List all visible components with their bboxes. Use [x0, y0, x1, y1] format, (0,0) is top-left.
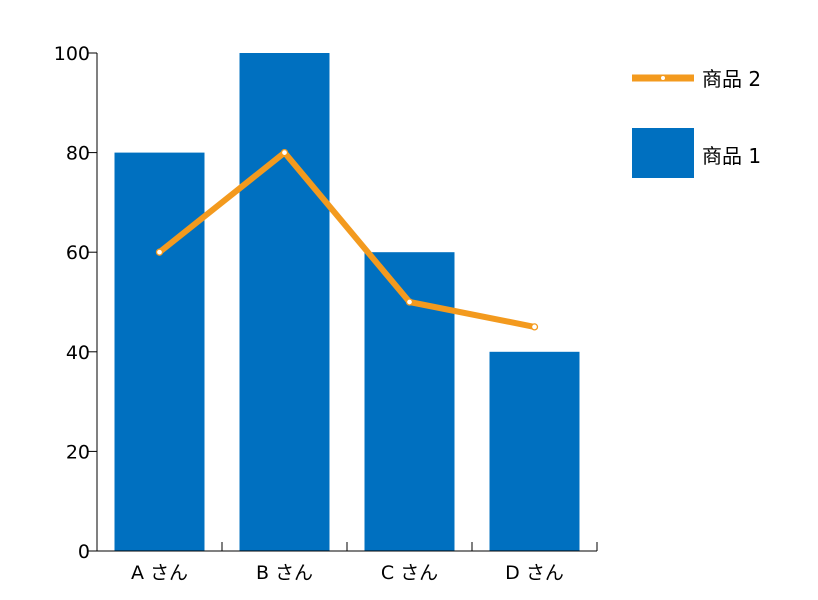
legend-item-line: 商品 2 — [632, 67, 761, 91]
series-line — [156, 149, 538, 330]
axes: 0 20 40 60 80 100 A さん B さん C さん D さん — [54, 43, 598, 584]
x-tick-label: D さん — [505, 562, 564, 584]
x-axis-ticks: A さん B さん C さん D さん — [131, 542, 598, 584]
x-tick-label: A さん — [131, 562, 188, 584]
x-tick-label: C さん — [381, 562, 438, 584]
legend-label-series-1: 商品 1 — [702, 144, 761, 168]
bar-2 — [239, 53, 330, 551]
y-tick-label: 0 — [78, 541, 90, 563]
line-point-2 — [280, 148, 289, 157]
y-tick-label: 40 — [66, 342, 90, 364]
legend-label-series-2: 商品 2 — [702, 67, 761, 91]
line-series — [155, 148, 539, 331]
bar-series — [114, 53, 580, 551]
line-point-3 — [405, 298, 414, 306]
y-tick-label: 60 — [66, 242, 90, 264]
y-tick-label: 100 — [54, 43, 90, 65]
line-point-4 — [530, 323, 539, 331]
bar-1 — [114, 152, 205, 551]
bar-4 — [489, 351, 580, 551]
y-axis-ticks: 0 20 40 60 80 100 — [54, 43, 97, 563]
y-tick-label: 80 — [66, 143, 90, 165]
legend-swatch-marker — [659, 74, 667, 82]
legend: 商品 2 商品 1 — [632, 67, 761, 178]
legend-swatch-bar — [632, 128, 694, 178]
x-tick-label: B さん — [256, 562, 313, 584]
legend-item-bar: 商品 1 — [632, 128, 761, 178]
line-point-1 — [155, 248, 164, 256]
bar-3 — [364, 252, 455, 551]
y-tick-label: 20 — [66, 441, 90, 463]
